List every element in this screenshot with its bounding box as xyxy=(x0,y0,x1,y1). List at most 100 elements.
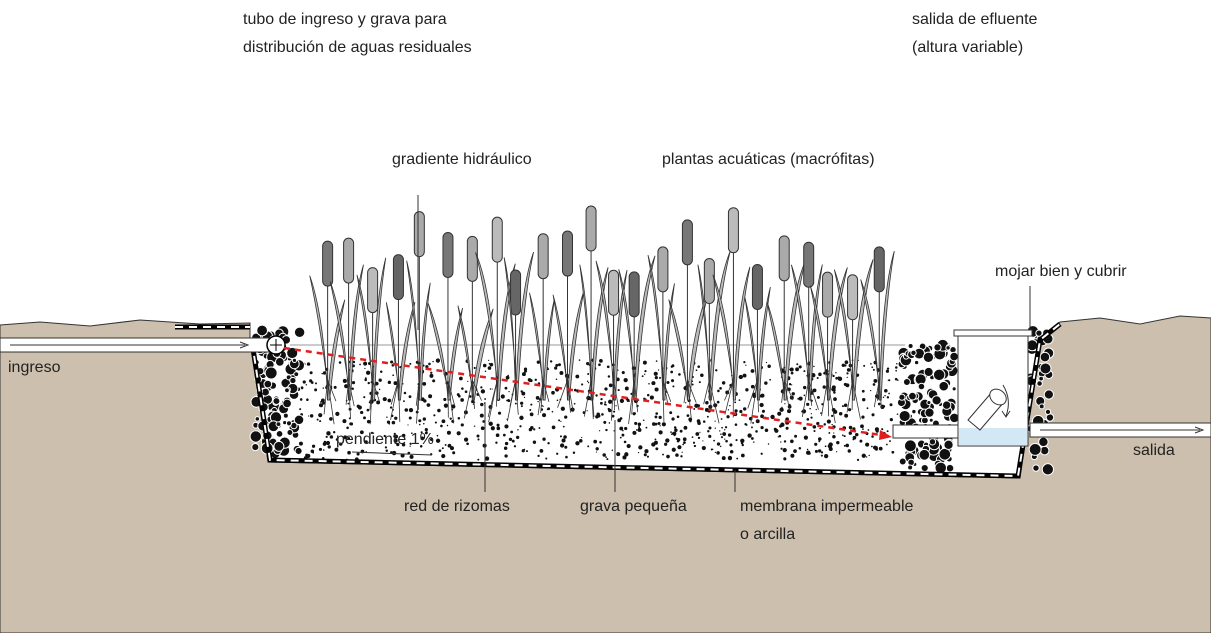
gravel-dot xyxy=(734,409,737,412)
gravel-dot xyxy=(528,378,531,381)
gravel-dot xyxy=(615,405,616,406)
cattail xyxy=(492,217,502,262)
cattail xyxy=(563,231,573,276)
gravel-dot xyxy=(767,365,770,368)
gravel-dot xyxy=(702,446,706,450)
gravel-dot xyxy=(682,444,684,446)
gravel-dot xyxy=(827,419,831,423)
gravel-dot xyxy=(751,385,755,389)
gravel-dot xyxy=(477,459,479,461)
gravel-dot xyxy=(422,382,426,386)
gravel-dot xyxy=(458,395,461,398)
gravel-dot xyxy=(329,417,333,421)
gravel-dot xyxy=(799,365,802,368)
gravel-dot xyxy=(783,448,787,452)
gravel-dot xyxy=(620,399,624,403)
gravel-dot xyxy=(321,398,325,402)
gravel-dot xyxy=(627,444,631,448)
gravel-dot xyxy=(430,372,432,374)
gravel-dot xyxy=(488,366,492,370)
coarse-gravel xyxy=(1036,330,1042,336)
gravel-dot xyxy=(831,387,835,391)
gravel-dot xyxy=(503,434,506,437)
coarse-gravel xyxy=(1045,409,1050,414)
coarse-gravel xyxy=(952,387,956,391)
gravel-dot xyxy=(508,391,509,392)
gravel-dot xyxy=(836,441,839,444)
coarse-gravel xyxy=(1042,464,1053,475)
gravel-dot xyxy=(891,451,894,454)
gravel-dot xyxy=(881,428,883,430)
gravel-dot xyxy=(848,449,851,452)
gravel-dot xyxy=(708,405,712,409)
cattail xyxy=(848,275,858,320)
outlet-in-pipe xyxy=(893,425,958,438)
gravel-dot xyxy=(542,413,546,417)
gravel-dot xyxy=(845,444,849,448)
gravel-dot xyxy=(490,388,491,389)
gravel-dot xyxy=(644,370,646,372)
gravel-dot xyxy=(366,371,370,375)
gravel-dot xyxy=(538,427,540,429)
label: pendiente 1% xyxy=(336,431,434,448)
gravel-dot xyxy=(659,416,662,419)
cattail xyxy=(586,206,596,251)
gravel-dot xyxy=(596,451,597,452)
gravel-dot xyxy=(844,435,846,437)
gravel-dot xyxy=(652,422,656,426)
gravel-dot xyxy=(766,362,767,363)
gravel-dot xyxy=(708,435,711,438)
coarse-gravel xyxy=(950,352,959,361)
cattail xyxy=(704,259,714,304)
gravel-dot xyxy=(552,411,554,413)
coarse-gravel xyxy=(924,367,933,376)
gravel-dot xyxy=(646,427,648,429)
gravel-dot xyxy=(579,359,581,361)
gravel-dot xyxy=(357,452,360,455)
coarse-gravel xyxy=(912,409,916,413)
gravel-dot xyxy=(617,369,618,370)
gravel-dot xyxy=(675,453,678,456)
gravel-dot xyxy=(609,383,613,387)
gravel-dot xyxy=(735,439,737,441)
gravel-dot xyxy=(392,421,396,425)
gravel-dot xyxy=(533,441,536,444)
gravel-dot xyxy=(729,405,730,406)
gravel-dot xyxy=(819,428,821,430)
gravel-dot xyxy=(862,398,865,401)
gravel-dot xyxy=(697,419,701,423)
gravel-dot xyxy=(725,426,727,428)
gravel-dot xyxy=(423,417,426,420)
gravel-dot xyxy=(490,363,494,367)
gravel-dot xyxy=(315,382,317,384)
gravel-dot xyxy=(496,427,500,431)
gravel-dot xyxy=(368,382,370,384)
gravel-dot xyxy=(790,439,794,443)
gravel-dot xyxy=(865,443,869,447)
gravel-dot xyxy=(309,379,312,382)
gravel-dot xyxy=(871,435,874,438)
gravel-dot xyxy=(323,449,325,451)
gravel-dot xyxy=(804,436,808,440)
cattail xyxy=(443,232,453,277)
gravel-dot xyxy=(852,439,854,441)
gravel-dot xyxy=(613,411,615,413)
gravel-dot xyxy=(685,402,686,403)
gravel-dot xyxy=(363,362,367,366)
gravel-dot xyxy=(724,429,725,430)
gravel-dot xyxy=(429,374,433,378)
gravel-dot xyxy=(835,377,838,380)
gravel-dot xyxy=(887,367,889,369)
gravel-dot xyxy=(638,428,642,432)
gravel-dot xyxy=(520,402,523,405)
gravel-dot xyxy=(777,412,781,416)
gravel-dot xyxy=(522,449,525,452)
coarse-gravel xyxy=(909,392,917,400)
gravel-dot xyxy=(760,394,764,398)
gravel-dot xyxy=(461,387,464,390)
gravel-dot xyxy=(537,455,539,457)
gravel-dot xyxy=(307,362,310,365)
gravel-dot xyxy=(897,413,899,415)
label: grava pequeña xyxy=(580,498,687,515)
gravel-dot xyxy=(803,370,805,372)
